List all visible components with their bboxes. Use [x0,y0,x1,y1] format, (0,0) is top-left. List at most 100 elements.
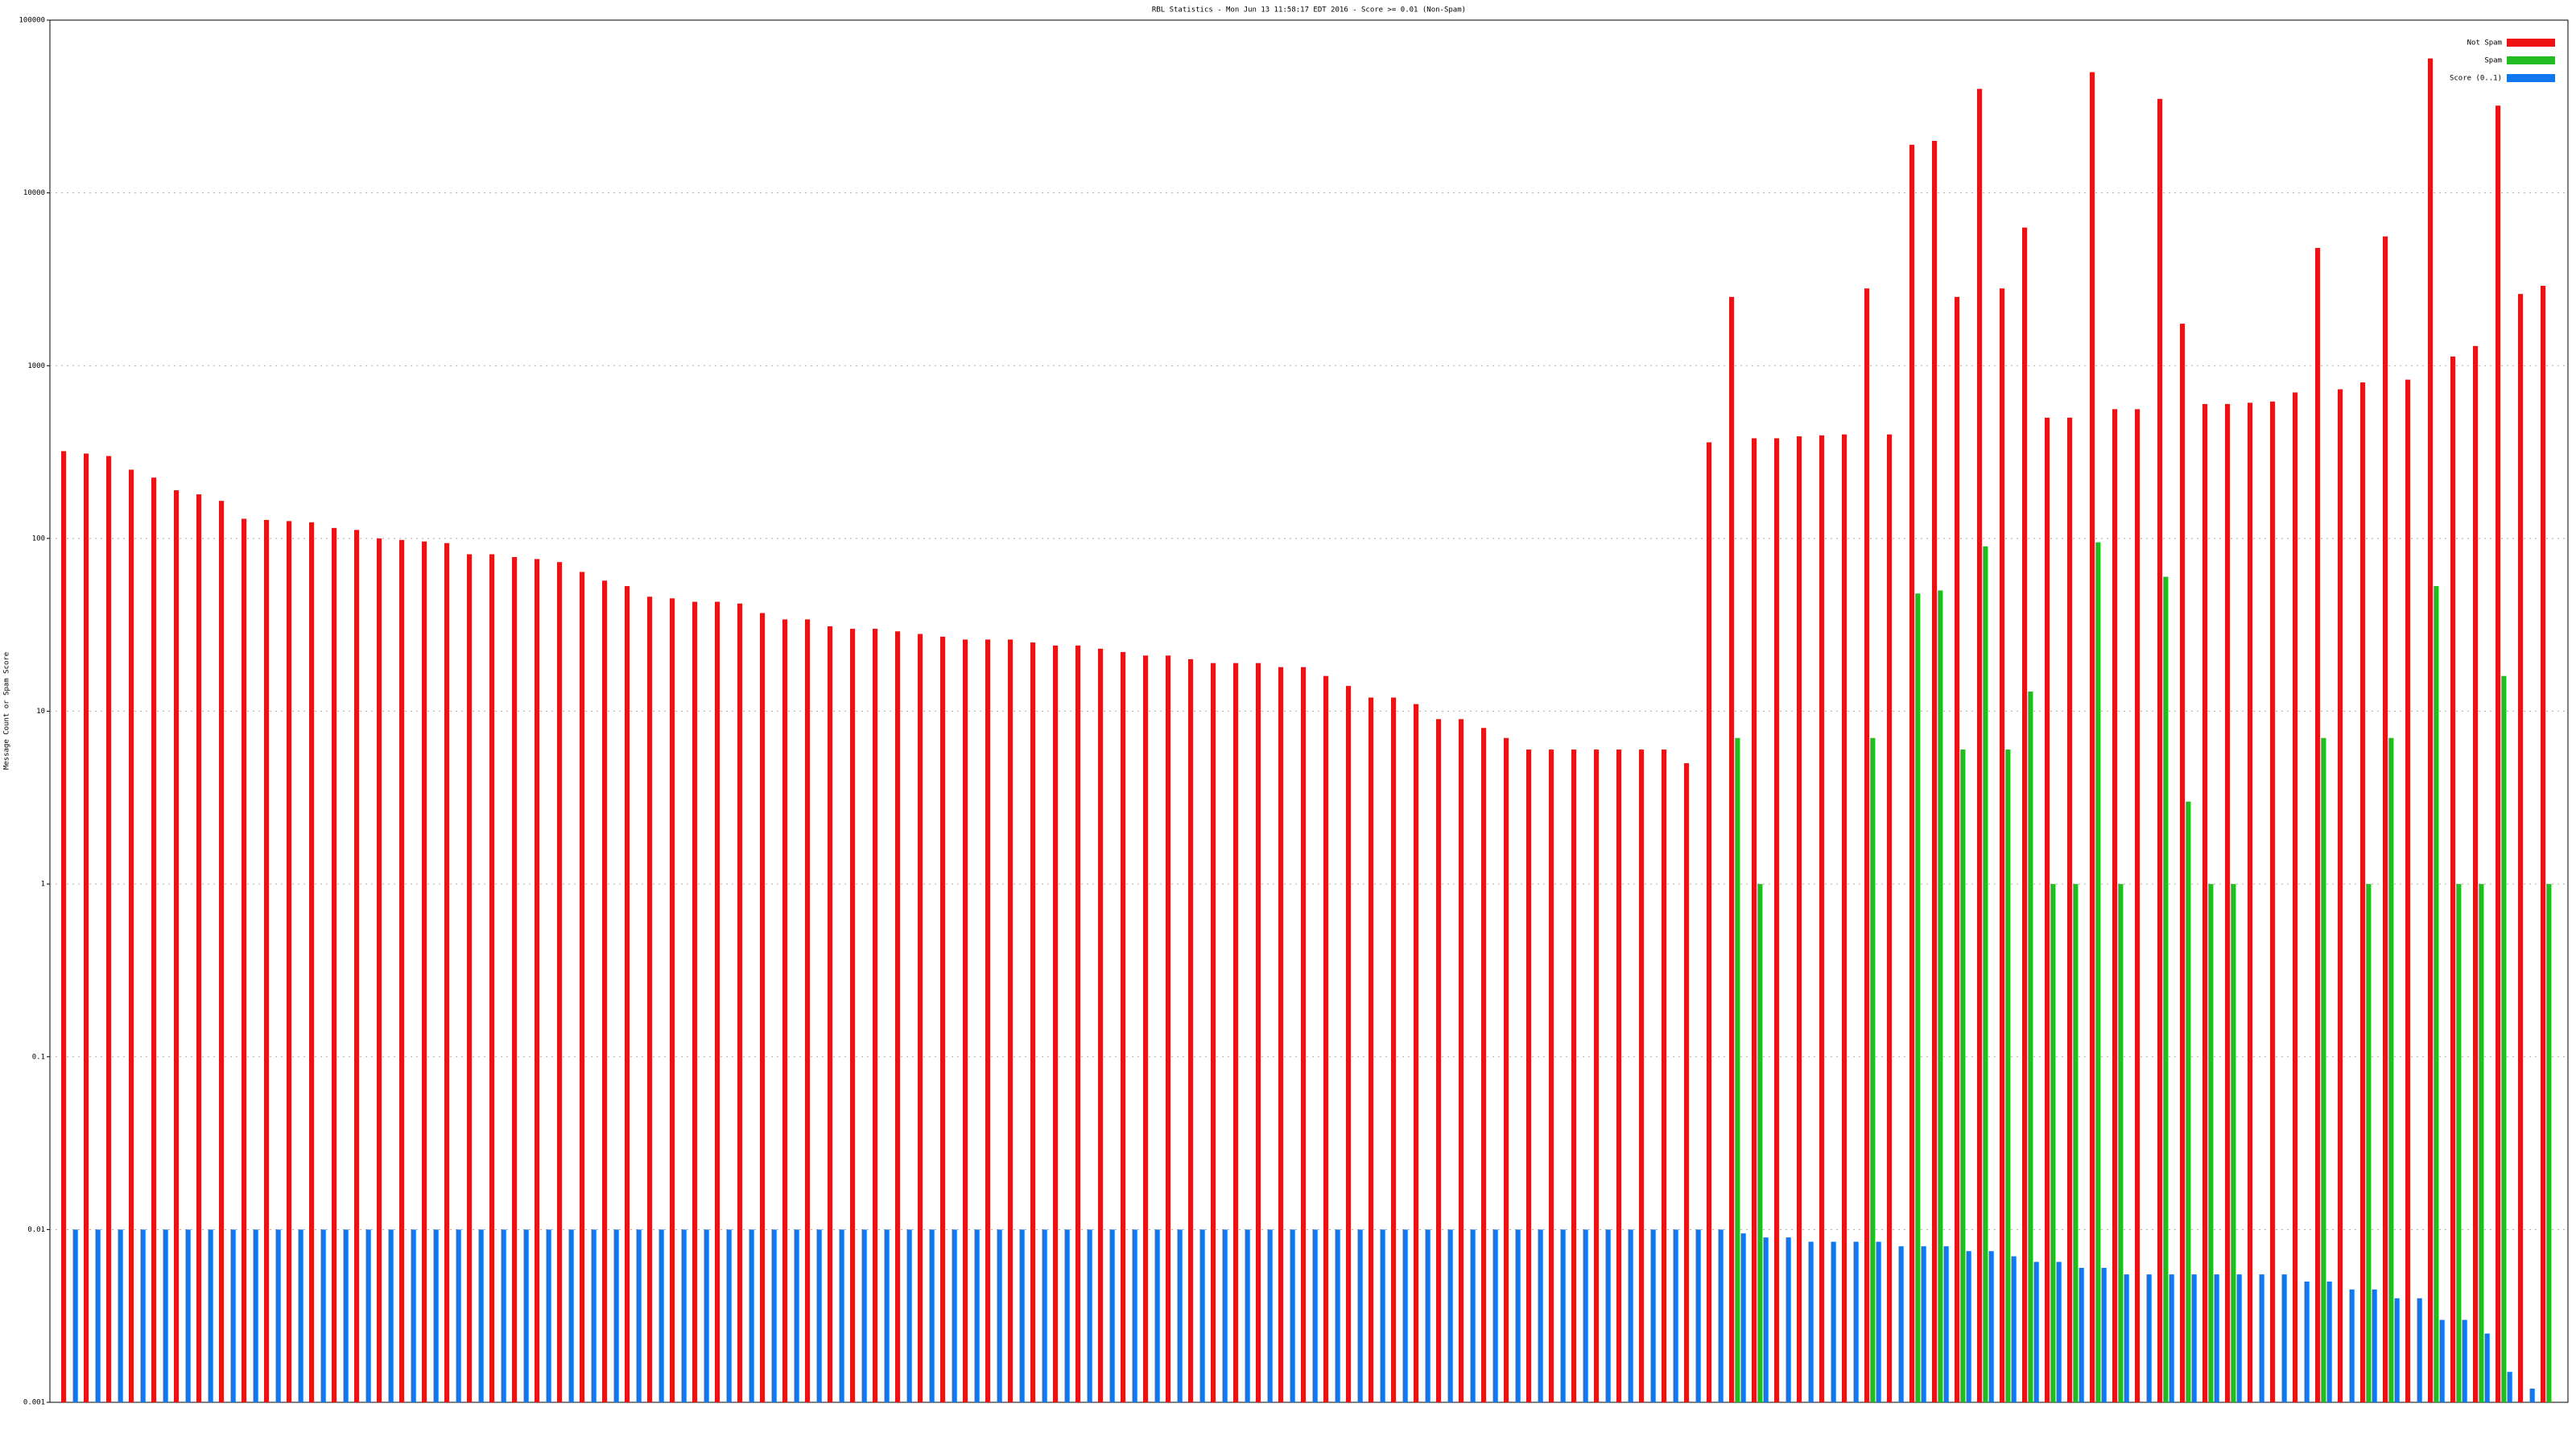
bar [196,494,202,1402]
bar [129,469,134,1403]
bar [2157,98,2163,1403]
bar [760,613,766,1402]
bar [2214,1274,2219,1402]
bar [1233,663,1239,1402]
bar [1752,438,1757,1402]
bar [1831,1241,1836,1402]
bar [1278,667,1284,1402]
bar [816,1229,822,1402]
bar [1650,1229,1656,1402]
bar [1143,655,1149,1402]
bar [2208,884,2214,1402]
bar [568,1229,574,1402]
bar [2118,884,2124,1402]
y-tick-label: 100 [32,535,45,543]
bar [2180,324,2186,1403]
bar [1222,1229,1228,1402]
bar [1211,663,1216,1402]
bar [737,603,743,1402]
bar [1729,296,1735,1402]
bar [230,1229,236,1402]
bar [1470,1229,1476,1402]
bar [1177,1229,1183,1402]
bar [1346,686,1352,1402]
bar [1199,1229,1205,1402]
bar [1571,749,1577,1402]
legend-label: Not Spam [2467,39,2502,47]
bar [1628,1229,1633,1402]
bar [523,1229,529,1402]
y-axis-label: Message Count or Spam Score [3,652,11,770]
bar [1335,1229,1340,1402]
bar [1983,546,1988,1402]
bar [1368,697,1374,1402]
bar [613,1229,619,1402]
bar [242,518,247,1402]
bar [1459,719,1464,1402]
bar [2366,884,2372,1402]
bar [2101,1267,2107,1402]
bar [2000,288,2005,1403]
bar [1616,749,1622,1402]
bar [782,619,788,1402]
bar [1402,1229,1408,1402]
bar [2518,294,2524,1403]
bar [1098,648,1104,1402]
bar [1842,434,1847,1402]
bar [1909,144,1915,1403]
bar [1008,639,1013,1402]
bar [1166,655,1171,1402]
bar [839,1229,844,1402]
bar [1864,288,1870,1403]
y-tick-label: 10 [36,708,45,716]
bar [2022,227,2028,1402]
bar [1245,1229,1250,1402]
y-tick-label: 10000 [23,189,45,197]
y-tick-label: 1000 [27,362,45,370]
chart-title: RBL Statistics - Mon Jun 13 11:58:17 EDT… [1152,6,1466,14]
bar [1154,1229,1160,1402]
bar [298,1229,303,1402]
bar [489,554,495,1403]
legend-swatch [2507,56,2555,64]
bar [512,557,518,1402]
legend-swatch [2507,39,2555,47]
bar [467,554,473,1403]
bar [1943,1246,1949,1402]
bar [2417,1298,2422,1402]
bar [2270,401,2276,1403]
bar [1583,1229,1588,1402]
bar [309,522,315,1402]
bar [1323,675,1329,1402]
bar [2236,1274,2242,1402]
bar [1785,1237,1791,1402]
bar [1064,1229,1070,1402]
bar [647,597,653,1402]
bar [2005,749,2011,1402]
bar [771,1229,777,1402]
bar [1391,697,1397,1402]
bar [151,477,157,1402]
bar [1695,1229,1701,1402]
bar [1414,704,1419,1402]
bar [287,521,292,1402]
bar [2383,236,2388,1402]
bar [456,1229,461,1402]
bar [1921,1246,1926,1402]
y-tick-label: 0.001 [23,1399,45,1407]
bar [1188,658,1194,1402]
bar [118,1229,123,1402]
bar [952,1229,957,1402]
bar [2056,1261,2062,1402]
bar [2033,1261,2039,1402]
bar [433,1229,439,1402]
bar [997,1229,1002,1402]
bar [422,541,427,1402]
bar [1357,1229,1363,1402]
y-tick-label: 1 [41,881,45,889]
bar [1256,663,1261,1402]
bar [1735,737,1740,1402]
bar [1030,642,1036,1402]
bar [185,1229,191,1402]
